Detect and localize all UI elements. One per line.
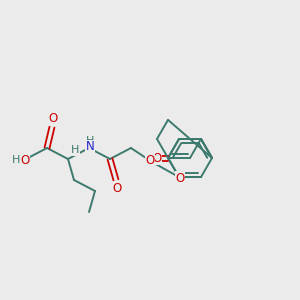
- Text: H: H: [86, 136, 94, 146]
- Text: N: N: [85, 140, 94, 154]
- Text: O: O: [146, 154, 154, 167]
- Text: H: H: [71, 145, 79, 155]
- Text: O: O: [152, 152, 162, 164]
- Text: O: O: [20, 154, 30, 166]
- Text: O: O: [48, 112, 58, 125]
- Text: O: O: [176, 172, 184, 184]
- Text: H: H: [12, 155, 20, 165]
- Text: O: O: [112, 182, 122, 194]
